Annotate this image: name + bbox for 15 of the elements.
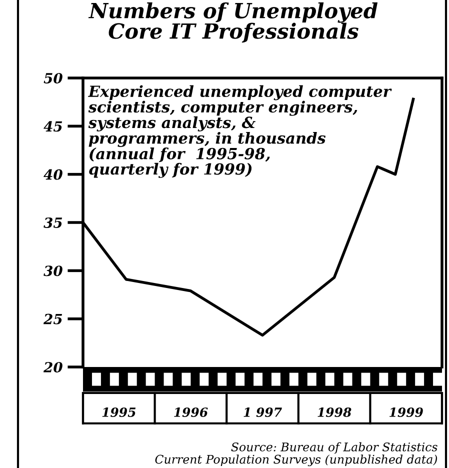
source-note: Source: Bureau of Labor Statistics Current Population Surveys (unpublished data)	[155, 442, 438, 466]
chart-title: Numbers of Unemployed Core IT Professionals	[88, 2, 378, 43]
y-tick-label: 35	[44, 217, 62, 228]
annotation: Experienced unemployed computer scientists, computer engineers, systems analysts, & programmers, in thousands (annual for 1995-98, quarterly for 1999)	[88, 85, 392, 178]
y-tick-label: 45	[44, 121, 62, 132]
x-tick-label: 1998	[318, 408, 352, 417]
x-tick-label: 1999	[390, 408, 423, 417]
y-tick-label: 25	[43, 314, 62, 324]
x-tick-label: 1995	[102, 408, 136, 417]
x-tick-label: 1996	[174, 408, 208, 417]
y-tick-label: 20	[43, 362, 62, 372]
y-tick-label: 30	[44, 266, 62, 276]
y-tick-label: 50	[44, 72, 62, 84]
x-tick-label: 1 997	[244, 408, 282, 417]
y-tick-label: 40	[44, 169, 62, 180]
